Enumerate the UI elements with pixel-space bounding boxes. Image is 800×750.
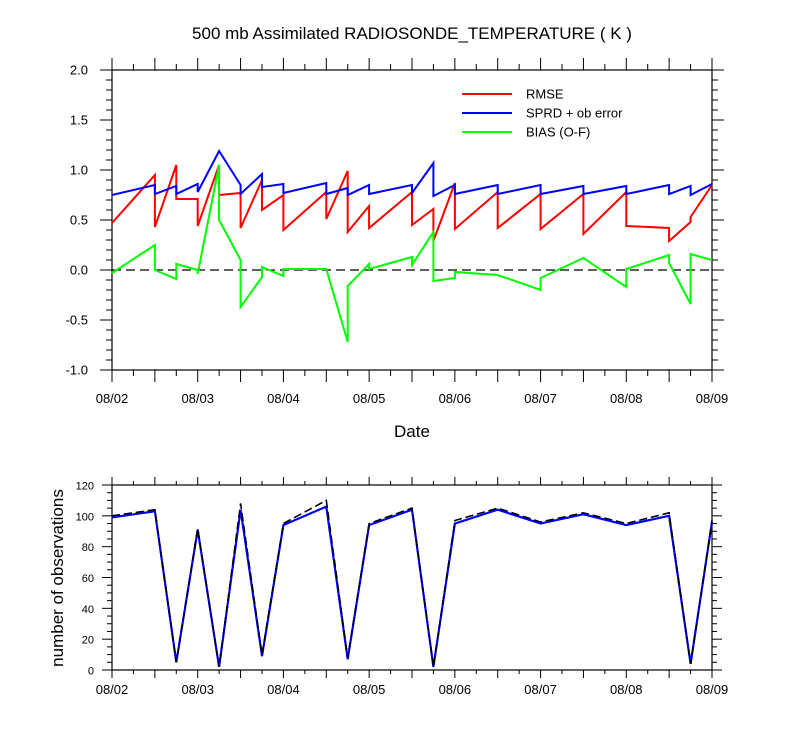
y-tick-label: 120 [76,481,94,493]
y-tick-label: 0.5 [70,213,88,228]
x-tick-label: 08/04 [267,391,300,406]
x-tick-label: 08/02 [96,682,129,697]
x-tick-label: 08/09 [696,682,729,697]
x-tick-label: 08/05 [353,391,386,406]
x-tick-label: 08/02 [96,391,129,406]
y-tick-label: -1.0 [66,363,88,378]
y-tick-label: 80 [82,542,94,554]
y-tick-label: 0 [88,666,94,678]
x-tick-label: 08/07 [524,682,557,697]
x-tick-label: 08/08 [610,682,643,697]
legend-label: BIAS (O-F) [526,125,590,140]
x-tick-label: 08/08 [610,391,643,406]
rmse-sprd-bias-plot: 08/02 08/03 08/04 08/05 08/06 08/07 08/08 08/09… [66,58,729,406]
x-axis-label: Date [394,422,430,441]
series-line-1 [111,148,713,198]
y-tick-label: 1.5 [70,113,88,128]
x-tick-label: 08/05 [353,682,386,697]
x-tick-label: 08/03 [181,682,214,697]
x-tick-label: 08/06 [439,682,472,697]
y-tick-label: 2.0 [70,63,88,78]
y-tick-label: 1.0 [70,163,88,178]
series-line-0 [111,164,713,244]
series-line-1 [111,499,713,668]
x-tick-label: 08/06 [439,391,472,406]
y-tick-label: -0.5 [66,313,88,328]
series-line-2 [111,164,713,343]
y-tick-label: 20 [82,635,94,647]
x-tick-label: 08/09 [696,391,729,406]
y-tick-label: 100 [76,511,94,523]
legend-label: RMSE [526,87,564,102]
observation-count-plot: 08/02 08/03 08/04 08/05 08/06 08/07 08/08 08/09… [76,477,729,697]
series-line-overlay-0 [111,505,713,668]
x-tick-label: 08/07 [524,391,557,406]
y-tick-label: 0.0 [70,263,88,278]
x-tick-label: 08/03 [181,391,214,406]
series-line-dashed-overlay-1 [111,499,713,668]
y-tick-label: 60 [82,573,94,585]
series-line-0 [111,505,713,668]
y-axis-label-observations: number of observations [48,489,67,667]
y-tick-label: 40 [82,604,94,616]
chart-title: 500 mb Assimilated RADIOSONDE_TEMPERATUR… [192,24,632,43]
x-tick-label: 08/04 [267,682,300,697]
legend-label: SPRD + ob error [526,106,623,121]
